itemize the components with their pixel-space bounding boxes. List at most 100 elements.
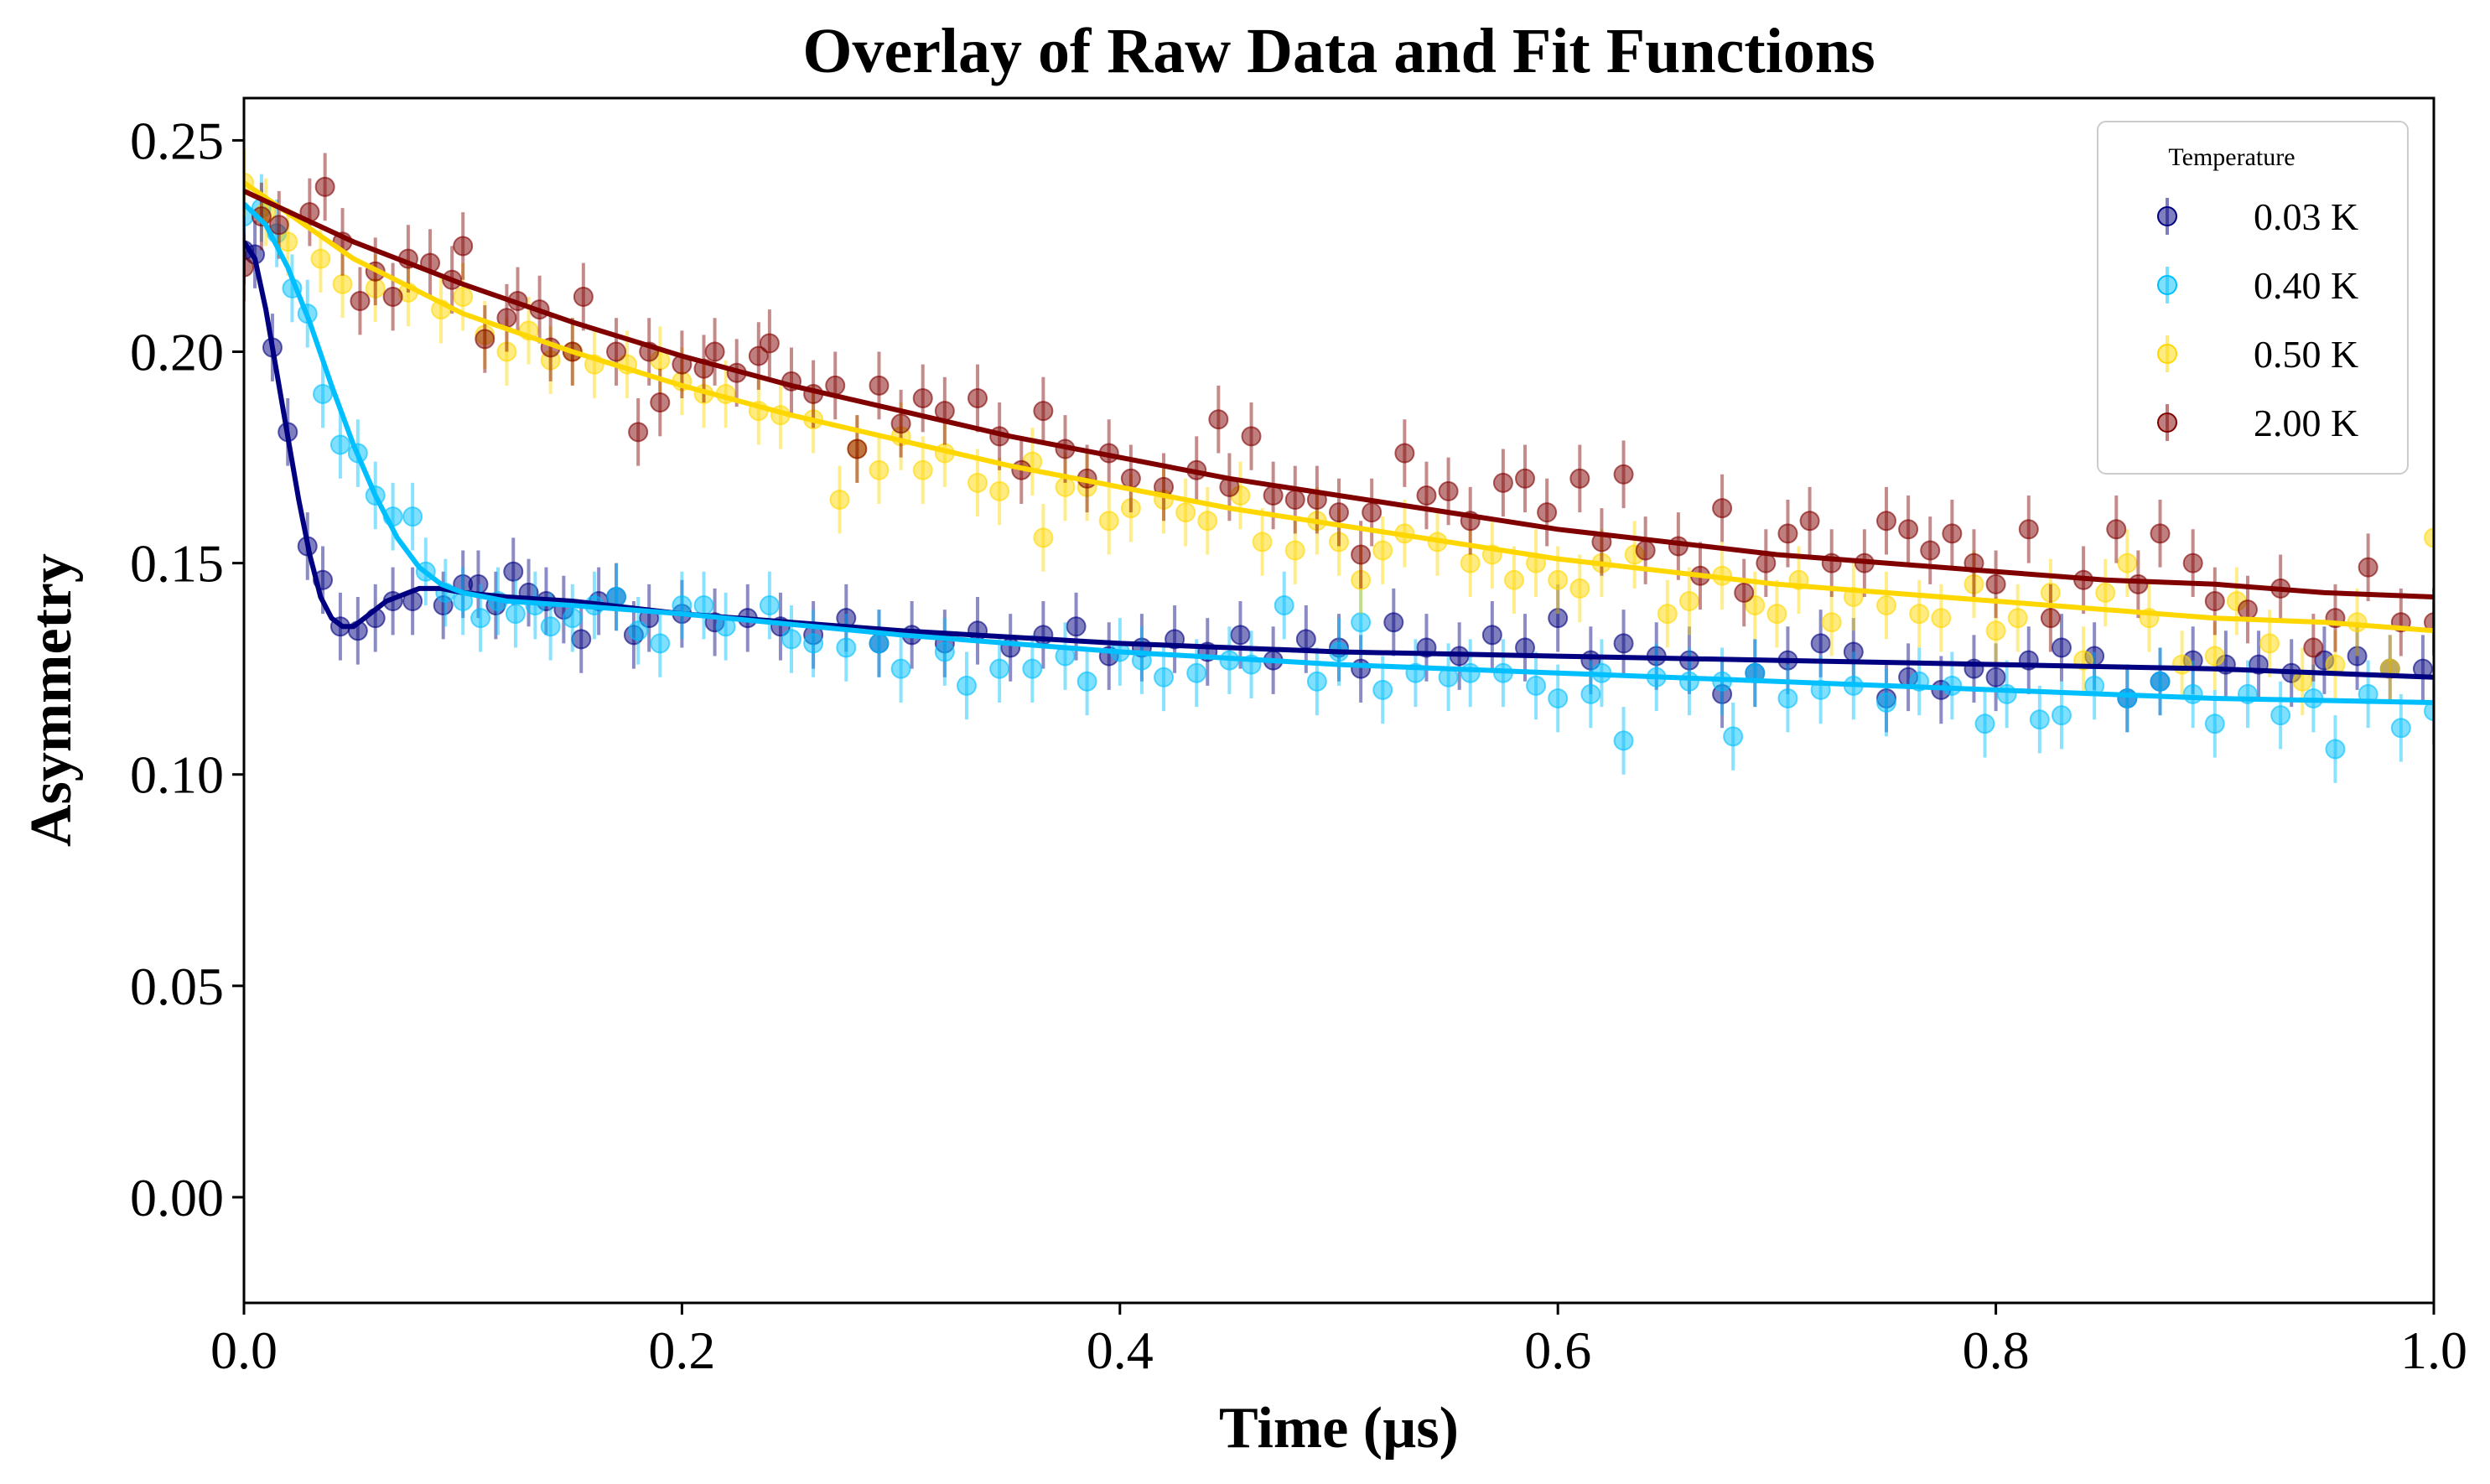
data-point-2-00-k (1712, 498, 1733, 519)
y-tick-label: 0.20 (130, 323, 224, 382)
data-point-2-00-k (2303, 637, 2324, 658)
data-point-2-00-k (2128, 573, 2149, 594)
data-point-0-40-k (1526, 675, 1547, 696)
data-point-2-00-k (1438, 480, 1459, 501)
data-point-2-00-k (628, 422, 649, 443)
data-point-2-00-k (869, 375, 890, 396)
data-point-2-00-k (382, 286, 403, 307)
data-point-2-00-k (967, 387, 988, 408)
data-point-0-50-k (1351, 569, 1372, 590)
data-point-2-00-k (1241, 426, 1262, 447)
data-point-0-50-k (1252, 532, 1273, 553)
data-point-0-40-k (956, 675, 977, 696)
legend-label: 0.40 K (2254, 264, 2358, 307)
data-point-0-40-k (2390, 718, 2411, 739)
data-point-0-50-k (1569, 578, 1590, 599)
data-point-0-40-k (1274, 595, 1294, 616)
data-point-0-40-k (1154, 667, 1175, 688)
legend-label: 2.00 K (2254, 402, 2358, 444)
data-point-2-00-k (1120, 468, 1141, 489)
data-point-2-00-k (2106, 519, 2127, 540)
data-point-0-40-k (1306, 671, 1327, 692)
data-point-0-50-k (912, 459, 933, 480)
data-point-2-00-k (2040, 608, 2061, 629)
data-point-0-50-k (1963, 573, 1984, 594)
data-point-0-50-k (1985, 620, 2006, 641)
data-point-0-03-k (468, 573, 489, 594)
data-point-0-40-k (650, 633, 671, 654)
data-point-2-00-k (1777, 523, 1798, 544)
data-point-0-50-k (1460, 553, 1481, 573)
data-point-0-50-k (989, 480, 1010, 501)
y-tick-label: 0.25 (130, 111, 224, 170)
data-point-2-00-k (759, 333, 780, 354)
legend-marker (2157, 275, 2177, 295)
data-point-0-03-k (1066, 616, 1087, 637)
legend-label: 0.03 K (2254, 195, 2358, 238)
data-point-0-50-k (453, 286, 474, 307)
data-point-0-40-k (869, 633, 890, 654)
data-point-0-50-k (2259, 633, 2280, 654)
data-point-0-03-k (1481, 625, 1502, 646)
data-point-2-00-k (2424, 612, 2434, 633)
data-point-0-40-k (1974, 713, 1995, 734)
fit-line-0-40-k (244, 201, 2434, 705)
data-point-0-40-k (540, 616, 561, 637)
data-point-0-50-k (2204, 646, 2225, 667)
data-point-0-40-k (803, 633, 824, 654)
data-point-0-03-k (2051, 637, 2072, 658)
data-point-0-40-k (1876, 693, 1896, 713)
data-point-2-00-k (1799, 511, 1820, 532)
data-point-0-40-k (1022, 658, 1043, 679)
data-point-0-50-k (1033, 527, 1054, 548)
data-point-0-40-k (1548, 688, 1569, 708)
data-point-2-00-k (1537, 502, 1558, 523)
data-point-0-50-k (1120, 498, 1141, 519)
fit-line-0-03-k (244, 240, 2434, 680)
legend: Temperature 0.03 K 0.40 K 0.50 K 2.00 K (2097, 121, 2409, 475)
data-point-0-40-k (890, 658, 911, 679)
data-point-0-50-k (2117, 553, 2138, 573)
legend-item-0-03-k: 0.03 K (2157, 195, 2358, 238)
data-point-0-50-k (2292, 671, 2313, 692)
data-point-2-00-k (2150, 523, 2171, 544)
data-point-0-03-k (1548, 608, 1569, 629)
y-axis-ticks: 0.00 0.05 0.10 0.15 0.20 0.25 (130, 111, 244, 1227)
data-point-0-50-k (1372, 540, 1393, 561)
data-point-2-00-k (847, 438, 868, 459)
data-point-2-00-k (890, 413, 911, 434)
y-tick-label: 0.00 (130, 1168, 224, 1227)
data-point-2-00-k (1569, 468, 1590, 489)
data-point-0-40-k (2204, 713, 2225, 734)
data-point-0-40-k (2117, 688, 2138, 708)
data-point-0-50-k (278, 231, 298, 252)
x-tick-label: 0.0 (210, 1321, 278, 1380)
data-point-2-00-k (650, 392, 671, 413)
data-point-0-50-k (1548, 569, 1569, 590)
data-point-2-00-k (2358, 557, 2378, 578)
plot-series (244, 148, 2434, 783)
plot-frame (242, 96, 2436, 1305)
data-point-0-40-k (693, 595, 714, 616)
data-point-0-50-k (1678, 591, 1699, 612)
x-tick-label: 0.8 (1963, 1321, 2030, 1380)
data-point-0-50-k (496, 341, 517, 362)
legend-item-2-00-k: 2.00 K (2157, 402, 2358, 444)
data-point-2-00-k (1208, 409, 1229, 430)
data-point-2-00-k (1876, 511, 1896, 532)
data-point-2-00-k (704, 341, 725, 362)
data-point-0-40-k (1613, 730, 1634, 751)
chart-title: Overlay of Raw Data and Fit Functions (802, 16, 1875, 86)
data-point-0-50-k (829, 490, 850, 510)
data-point-2-00-k (251, 206, 272, 227)
data-point-0-50-k (2171, 654, 2192, 675)
data-point-0-40-k (759, 595, 780, 616)
data-point-2-00-k (1942, 523, 1963, 544)
data-point-2-00-k (1329, 502, 1349, 523)
data-point-2-00-k (1416, 485, 1437, 506)
data-point-0-03-k (2347, 646, 2368, 667)
data-point-2-00-k (1284, 490, 1305, 510)
data-point-2-00-k (1362, 502, 1382, 523)
fit-line-2-00-k (244, 189, 2434, 599)
